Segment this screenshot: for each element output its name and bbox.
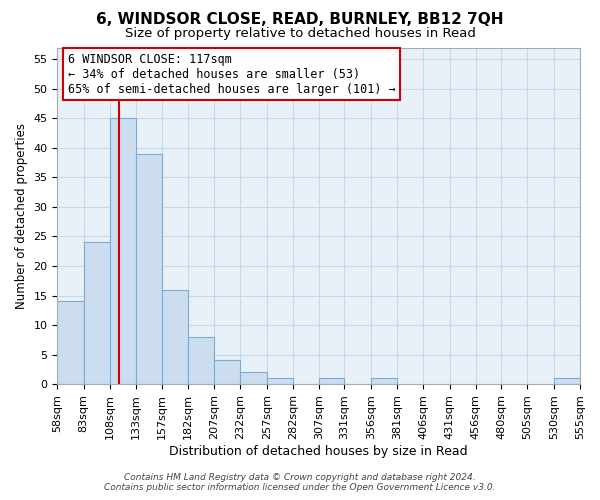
Bar — [161, 290, 188, 384]
Bar — [136, 154, 161, 384]
Bar — [554, 378, 580, 384]
Bar — [83, 242, 110, 384]
Text: 6, WINDSOR CLOSE, READ, BURNLEY, BB12 7QH: 6, WINDSOR CLOSE, READ, BURNLEY, BB12 7Q… — [96, 12, 504, 28]
Text: Contains HM Land Registry data © Crown copyright and database right 2024.
Contai: Contains HM Land Registry data © Crown c… — [104, 473, 496, 492]
Bar — [110, 118, 136, 384]
Bar — [214, 360, 241, 384]
Bar — [371, 378, 397, 384]
Y-axis label: Number of detached properties: Number of detached properties — [15, 123, 28, 309]
Bar — [58, 302, 83, 384]
Bar — [266, 378, 293, 384]
Text: 6 WINDSOR CLOSE: 117sqm
← 34% of detached houses are smaller (53)
65% of semi-de: 6 WINDSOR CLOSE: 117sqm ← 34% of detache… — [68, 52, 395, 96]
Bar — [319, 378, 344, 384]
Bar — [188, 337, 214, 384]
Text: Size of property relative to detached houses in Read: Size of property relative to detached ho… — [125, 28, 475, 40]
X-axis label: Distribution of detached houses by size in Read: Distribution of detached houses by size … — [169, 444, 468, 458]
Bar — [241, 372, 266, 384]
